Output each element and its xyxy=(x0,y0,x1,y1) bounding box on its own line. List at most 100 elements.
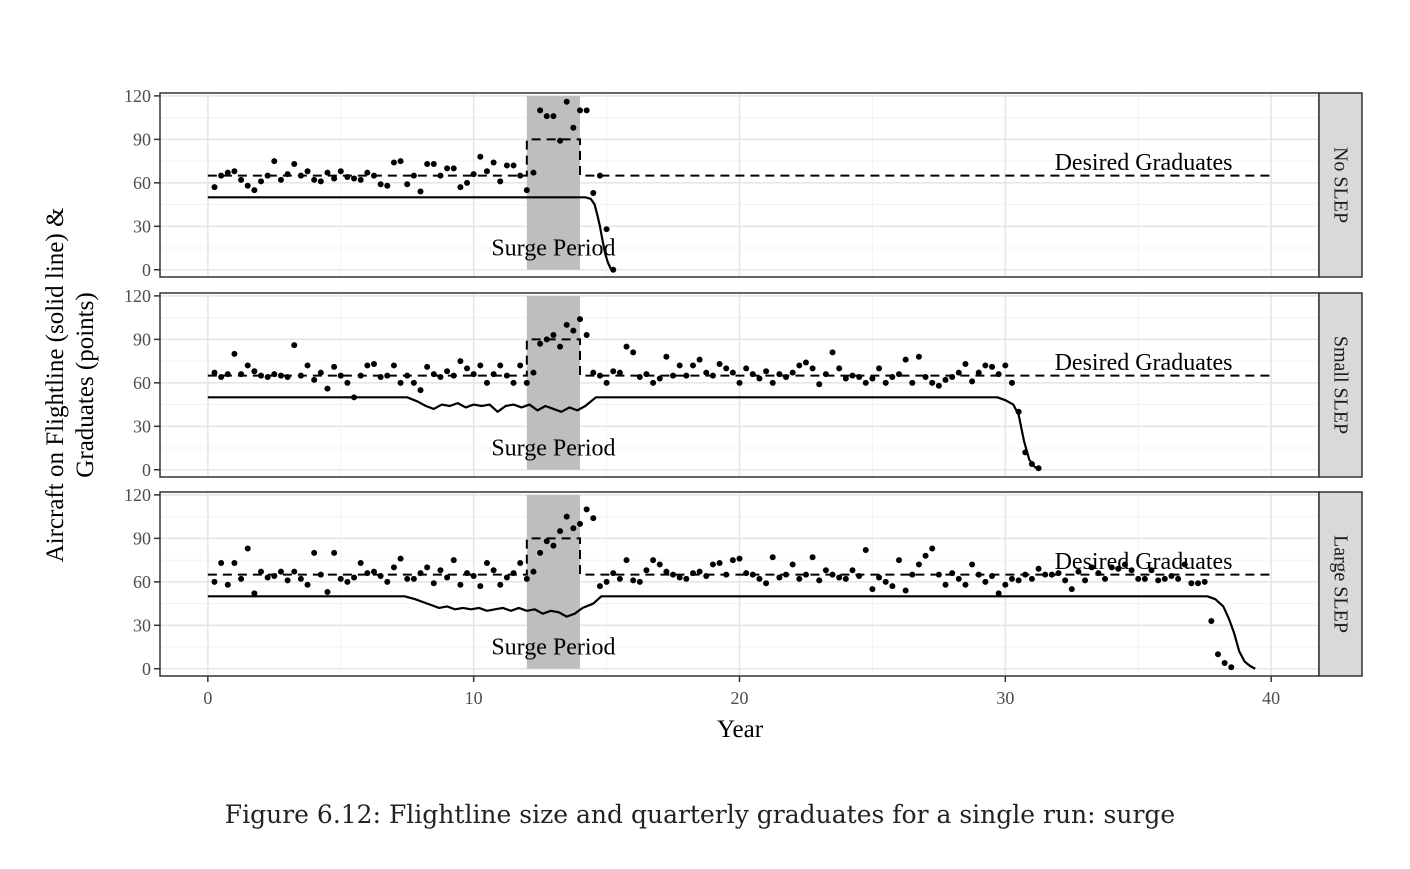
graduates-point xyxy=(1181,561,1188,568)
graduates-point xyxy=(975,369,982,376)
graduates-point xyxy=(231,350,238,357)
graduates-point xyxy=(497,362,504,369)
graduates-point xyxy=(277,568,284,575)
graduates-point xyxy=(610,368,617,375)
graduates-point xyxy=(1068,586,1075,593)
graduates-point xyxy=(949,570,956,577)
graduates-point xyxy=(942,581,949,588)
graduates-point xyxy=(583,107,590,114)
graduates-point xyxy=(444,368,451,375)
graduates-point xyxy=(490,159,497,166)
graduates-point xyxy=(895,371,902,378)
graduates-point xyxy=(809,554,816,561)
graduates-point xyxy=(1035,565,1042,572)
y-tick-label: 0 xyxy=(142,460,151,480)
graduates-point xyxy=(570,124,577,131)
x-tick-label: 20 xyxy=(731,688,749,708)
graduates-point xyxy=(543,538,550,545)
graduates-point xyxy=(211,184,218,191)
graduates-point xyxy=(251,187,258,194)
graduates-point xyxy=(410,575,417,582)
graduates-point xyxy=(763,580,770,587)
graduates-point xyxy=(258,372,265,379)
panels-layer: Desired Graduates Surge Period No SLEP 0 30 6… xyxy=(124,86,1363,679)
graduates-point xyxy=(404,575,411,582)
graduates-point xyxy=(224,581,231,588)
graduates-point xyxy=(264,172,271,179)
graduates-point xyxy=(989,573,996,580)
graduates-point xyxy=(397,555,404,562)
desired-graduates-line xyxy=(207,138,1272,177)
x-axis: 0 10 20 30 40 xyxy=(203,676,1280,708)
y-axis-label-line1: Aircraft on Flightline (solid line) & xyxy=(42,208,69,563)
graduates-point xyxy=(1015,577,1022,584)
graduates-point xyxy=(796,575,803,582)
graduates-point xyxy=(829,349,836,356)
graduates-point xyxy=(1115,565,1122,572)
graduates-point xyxy=(876,574,883,581)
graduates-point xyxy=(351,574,358,581)
graduates-point xyxy=(1002,362,1009,369)
graduates-point xyxy=(523,187,530,194)
graduates-point xyxy=(444,165,451,172)
surge-period-band xyxy=(526,95,581,270)
y-axis-label-line2: Graduates (points) xyxy=(72,292,99,477)
graduates-point xyxy=(889,374,896,381)
graduates-point xyxy=(643,371,650,378)
graduates-point xyxy=(596,372,603,379)
graduates-point xyxy=(311,549,318,556)
graduates-point xyxy=(849,567,856,574)
graduates-point xyxy=(1075,568,1082,575)
graduates-point xyxy=(437,374,444,381)
graduates-point xyxy=(337,168,344,175)
graduates-point xyxy=(344,174,351,181)
graduates-point xyxy=(238,575,245,582)
graduates-point xyxy=(570,525,577,532)
graduates-point xyxy=(809,365,816,372)
graduates-point xyxy=(430,580,437,587)
y-tick-label: 30 xyxy=(133,216,151,236)
graduates-point xyxy=(842,375,849,382)
surge-period-annotation: Surge Period xyxy=(491,634,615,660)
graduates-point xyxy=(796,362,803,369)
x-axis-label: Year xyxy=(717,716,764,743)
graduates-point xyxy=(1028,575,1035,582)
graduates-point xyxy=(989,363,996,370)
surge-period-annotation: Surge Period xyxy=(491,235,615,261)
graduates-point xyxy=(483,379,490,386)
graduates-point xyxy=(297,575,304,582)
y-tick-label: 60 xyxy=(133,373,151,393)
graduates-point xyxy=(291,568,298,575)
graduates-point xyxy=(483,559,490,566)
graduates-point xyxy=(238,371,245,378)
graduates-point xyxy=(929,545,936,552)
graduates-point xyxy=(224,169,231,176)
graduates-point xyxy=(749,371,756,378)
graduates-point xyxy=(1015,408,1022,415)
graduates-point xyxy=(955,575,962,582)
graduates-point xyxy=(590,515,597,522)
graduates-point xyxy=(969,561,976,568)
graduates-point xyxy=(1175,575,1182,582)
graduates-point xyxy=(783,571,790,578)
graduates-point xyxy=(596,583,603,590)
graduates-point xyxy=(1108,564,1115,571)
graduates-point xyxy=(404,372,411,379)
graduates-point xyxy=(596,172,603,179)
facet-strip-label: No SLEP xyxy=(1330,147,1352,223)
graduates-point xyxy=(424,160,431,167)
faceted-chart: Desired Graduates Surge Period No SLEP 0 30 6… xyxy=(42,86,1363,743)
graduates-point xyxy=(1201,578,1208,585)
graduates-point xyxy=(563,513,570,520)
graduates-point xyxy=(683,575,690,582)
graduates-point xyxy=(643,567,650,574)
graduates-point xyxy=(557,528,564,535)
graduates-point xyxy=(723,571,730,578)
graduates-point xyxy=(503,162,510,169)
graduates-point xyxy=(497,581,504,588)
graduates-point xyxy=(390,159,397,166)
graduates-point xyxy=(929,379,936,386)
x-tick-label: 40 xyxy=(1262,688,1280,708)
graduates-point xyxy=(630,577,637,584)
graduates-point xyxy=(842,575,849,582)
